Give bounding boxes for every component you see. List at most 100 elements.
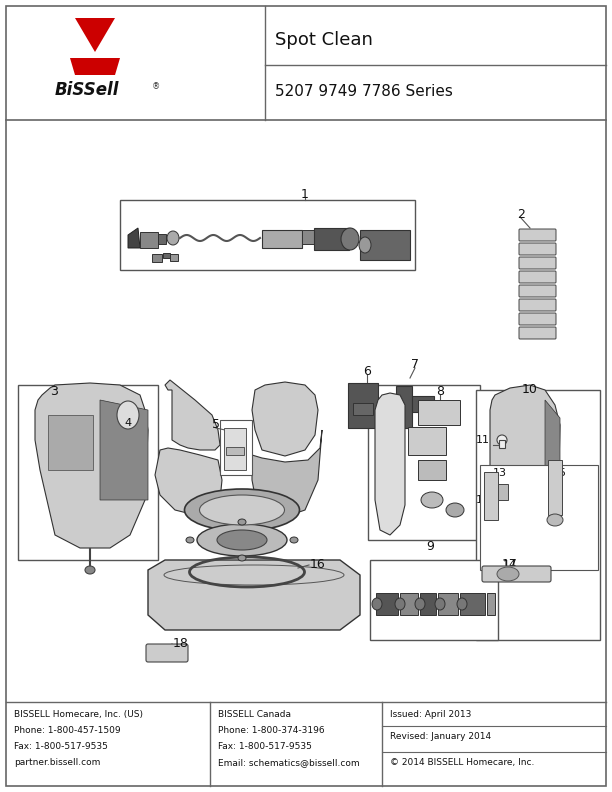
Text: 9: 9	[426, 540, 434, 553]
Polygon shape	[252, 382, 318, 456]
Ellipse shape	[446, 503, 464, 517]
Text: Phone: 1-800-457-1509: Phone: 1-800-457-1509	[14, 726, 121, 735]
Polygon shape	[490, 385, 560, 555]
Text: 5207 9749 7786 Series: 5207 9749 7786 Series	[275, 85, 453, 100]
Bar	[498, 484, 508, 500]
Bar	[348, 383, 378, 428]
Bar	[170, 254, 178, 261]
Bar	[353, 403, 373, 415]
Ellipse shape	[547, 514, 563, 526]
Text: Fax: 1-800-517-9535: Fax: 1-800-517-9535	[218, 742, 312, 751]
Ellipse shape	[359, 237, 371, 253]
Ellipse shape	[184, 489, 299, 531]
Ellipse shape	[217, 530, 267, 550]
Bar	[484, 472, 498, 520]
Bar	[314, 228, 349, 250]
Text: BISSELL Homecare, Inc. (US): BISSELL Homecare, Inc. (US)	[14, 710, 143, 719]
FancyBboxPatch shape	[146, 644, 188, 662]
Bar	[420, 593, 436, 615]
Ellipse shape	[421, 492, 443, 508]
Text: ®: ®	[152, 82, 160, 91]
FancyBboxPatch shape	[519, 243, 556, 255]
FancyBboxPatch shape	[519, 327, 556, 339]
Text: 13: 13	[493, 468, 507, 478]
Ellipse shape	[290, 537, 298, 543]
Ellipse shape	[497, 567, 519, 581]
Bar	[48, 415, 93, 470]
Text: Spot Clean: Spot Clean	[275, 31, 373, 49]
Text: 10: 10	[522, 383, 538, 396]
Bar	[418, 460, 446, 480]
Bar	[376, 593, 398, 615]
Polygon shape	[375, 393, 405, 535]
Text: 1: 1	[301, 188, 309, 201]
Bar	[220, 420, 252, 475]
Text: 18: 18	[173, 637, 189, 650]
Polygon shape	[545, 400, 560, 510]
Text: 4: 4	[124, 418, 132, 428]
Bar	[548, 460, 562, 515]
Bar	[408, 427, 446, 455]
Text: partner.bissell.com: partner.bissell.com	[14, 758, 100, 767]
Polygon shape	[252, 430, 322, 518]
Bar	[438, 593, 458, 615]
Bar	[487, 593, 495, 615]
FancyBboxPatch shape	[519, 271, 556, 283]
Text: 2: 2	[517, 208, 525, 221]
FancyBboxPatch shape	[519, 299, 556, 311]
Bar	[140, 232, 158, 248]
Bar	[18, 385, 158, 560]
Text: 15: 15	[553, 468, 567, 478]
Polygon shape	[100, 400, 148, 500]
Bar	[499, 440, 505, 448]
Ellipse shape	[85, 566, 95, 574]
Ellipse shape	[197, 524, 287, 556]
Bar	[262, 230, 302, 248]
Bar	[360, 230, 410, 260]
Ellipse shape	[457, 598, 467, 610]
Text: Fax: 1-800-517-9535: Fax: 1-800-517-9535	[14, 742, 108, 751]
Bar	[158, 234, 166, 244]
Ellipse shape	[341, 228, 359, 250]
Bar	[152, 254, 162, 262]
Bar	[370, 560, 498, 640]
Text: Email: schematics@bissell.com: Email: schematics@bissell.com	[218, 758, 360, 767]
Bar	[480, 465, 598, 570]
FancyBboxPatch shape	[519, 257, 556, 269]
Polygon shape	[70, 58, 120, 75]
Bar	[396, 386, 412, 428]
Text: 12: 12	[476, 495, 490, 505]
Polygon shape	[128, 228, 140, 248]
Ellipse shape	[238, 519, 246, 525]
Ellipse shape	[117, 401, 139, 429]
Text: 17: 17	[502, 558, 518, 571]
Bar	[163, 253, 170, 258]
FancyBboxPatch shape	[519, 313, 556, 325]
Text: Issued: April 2013: Issued: April 2013	[390, 710, 471, 719]
Text: BISSELL Canada: BISSELL Canada	[218, 710, 291, 719]
Ellipse shape	[372, 598, 382, 610]
Text: 5: 5	[212, 418, 220, 431]
Bar	[224, 428, 246, 470]
Bar	[120, 200, 415, 270]
Bar	[400, 593, 418, 615]
Text: 11: 11	[476, 435, 490, 445]
Text: 6: 6	[363, 365, 371, 378]
Polygon shape	[75, 18, 115, 52]
Bar	[460, 593, 485, 615]
Polygon shape	[155, 448, 222, 515]
Ellipse shape	[497, 435, 507, 445]
Ellipse shape	[186, 537, 194, 543]
Ellipse shape	[415, 598, 425, 610]
Ellipse shape	[167, 231, 179, 245]
Text: BiSSell: BiSSell	[55, 81, 119, 99]
Text: 8: 8	[436, 385, 444, 398]
Text: 14: 14	[503, 560, 517, 570]
Polygon shape	[148, 560, 360, 630]
FancyBboxPatch shape	[519, 285, 556, 297]
Ellipse shape	[435, 598, 445, 610]
Text: 16: 16	[310, 558, 326, 571]
Ellipse shape	[200, 495, 285, 525]
Text: Revised: January 2014: Revised: January 2014	[390, 732, 491, 741]
Polygon shape	[35, 383, 148, 548]
